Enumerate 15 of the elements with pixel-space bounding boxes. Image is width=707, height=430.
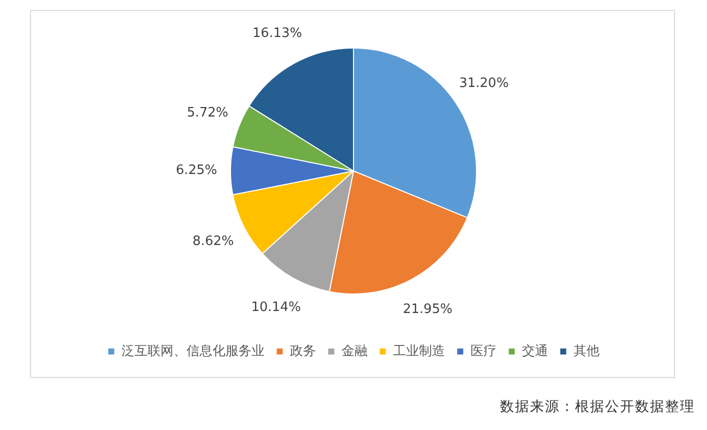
- legend-label: 其他: [573, 344, 600, 359]
- legend-label: 政务: [290, 344, 316, 359]
- data-label: 10.14%: [251, 300, 301, 315]
- legend-label: 泛互联网、信息化服务业: [121, 344, 264, 359]
- legend-label: 工业制造: [392, 344, 445, 359]
- legend-label: 金融: [341, 344, 368, 359]
- legend-label: 医疗: [470, 344, 496, 359]
- data-label: 6.25%: [176, 163, 218, 178]
- data-label: 5.72%: [186, 105, 228, 120]
- source-note: 数据来源：根据公开数据整理: [500, 398, 695, 416]
- legend-label: 交通: [522, 342, 548, 359]
- data-label: 16.13%: [252, 26, 302, 42]
- data-label: 8.62%: [192, 234, 234, 249]
- data-label: 21.95%: [402, 302, 452, 317]
- data-label: 31.20%: [459, 76, 509, 91]
